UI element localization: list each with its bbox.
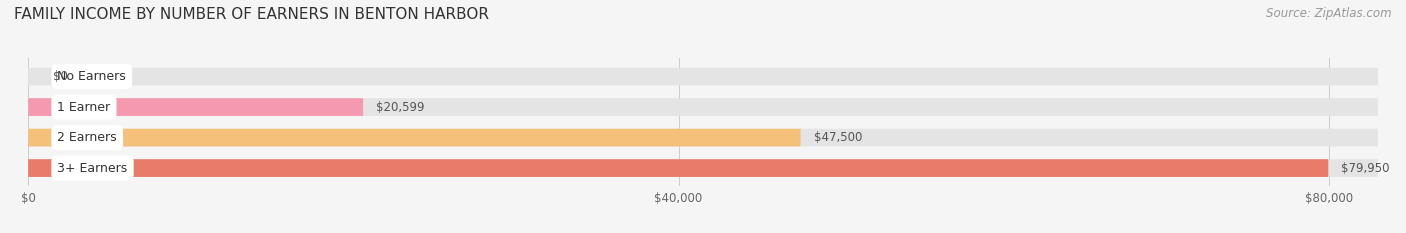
Text: FAMILY INCOME BY NUMBER OF EARNERS IN BENTON HARBOR: FAMILY INCOME BY NUMBER OF EARNERS IN BE… bbox=[14, 7, 489, 22]
Text: $47,500: $47,500 bbox=[814, 131, 862, 144]
FancyBboxPatch shape bbox=[28, 159, 1378, 177]
Text: No Earners: No Earners bbox=[58, 70, 127, 83]
FancyBboxPatch shape bbox=[28, 98, 1378, 116]
Text: $0: $0 bbox=[52, 70, 67, 83]
FancyBboxPatch shape bbox=[28, 159, 1329, 177]
Text: 1 Earner: 1 Earner bbox=[58, 101, 111, 113]
FancyBboxPatch shape bbox=[28, 98, 363, 116]
FancyBboxPatch shape bbox=[28, 68, 1378, 86]
Text: $20,599: $20,599 bbox=[377, 101, 425, 113]
Text: 3+ Earners: 3+ Earners bbox=[58, 162, 128, 175]
Text: 2 Earners: 2 Earners bbox=[58, 131, 117, 144]
Text: Source: ZipAtlas.com: Source: ZipAtlas.com bbox=[1267, 7, 1392, 20]
FancyBboxPatch shape bbox=[28, 129, 800, 146]
FancyBboxPatch shape bbox=[28, 129, 1378, 146]
Text: $79,950: $79,950 bbox=[1341, 162, 1389, 175]
